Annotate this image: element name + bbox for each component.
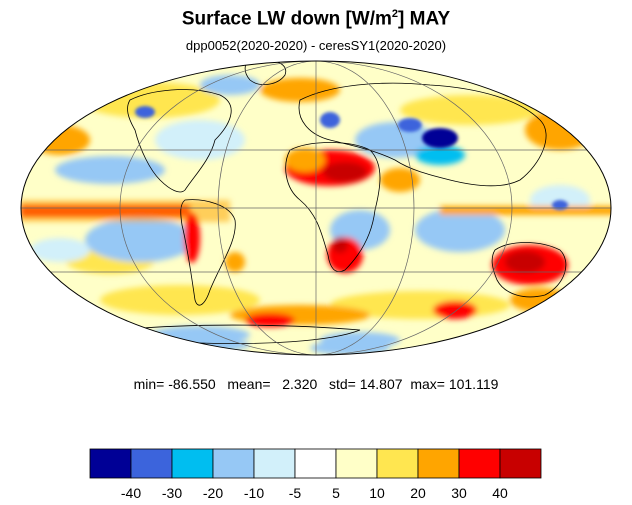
colorbar-tick-label: 10 (369, 485, 385, 501)
stat-std-value: 14.807 (359, 376, 403, 392)
stat-max-value: 101.119 (448, 376, 499, 392)
colorbar-swatch (212, 448, 255, 479)
stat-mean-label: mean= (227, 376, 271, 392)
colorbar-swatch (499, 448, 542, 479)
colorbar-tick-label: 30 (451, 485, 467, 501)
colorbar-tick-label: -10 (244, 485, 264, 501)
title-main: Surface LW down [W/m (181, 8, 392, 30)
colorbar-swatch (253, 448, 296, 479)
title-superscript: 2 (391, 8, 399, 20)
colorbar-swatch (376, 448, 419, 479)
stat-max-label: max= (410, 376, 445, 392)
coastlines (118, 61, 567, 344)
map-field (21, 61, 611, 355)
colorbar-swatch (417, 448, 460, 479)
colorbar-tick-label: 5 (332, 485, 340, 501)
colorbar-tick-label: 40 (492, 485, 508, 501)
statistics-line: min= -86.550 mean= 2.320 std= 14.807 max… (0, 376, 632, 392)
colorbar-tick-label: 20 (410, 485, 426, 501)
title-month: ] MAY (398, 8, 451, 30)
graticule (21, 61, 611, 355)
world-map (20, 60, 612, 356)
colorbar-swatch (130, 448, 173, 479)
stat-std-label: std= (328, 376, 356, 392)
map-subtitle: dpp0052(2020-2020) - ceresSY1(2020-2020) (185, 38, 447, 53)
colorbar-swatch (171, 448, 214, 479)
colorbar-swatch (335, 448, 378, 479)
colorbar-swatch (89, 448, 132, 479)
stat-min-value: -86.550 (168, 376, 216, 392)
stat-min-label: min= (133, 376, 165, 392)
colorbar-swatch (294, 448, 337, 479)
map-title: Surface LW down [W/m2] MAY (0, 8, 632, 30)
colorbar-tick-label: -40 (121, 485, 141, 501)
colorbar-swatch (458, 448, 501, 479)
colorbar-tick-label: -5 (289, 485, 302, 501)
anomaly-layer (21, 75, 611, 355)
siberia-anomaly (135, 106, 568, 210)
globe-outline (20, 60, 612, 356)
colorbar-tick-label: -20 (203, 485, 223, 501)
colorbar-tick-label: -30 (162, 485, 182, 501)
stat-mean-value: 2.320 (282, 376, 318, 392)
